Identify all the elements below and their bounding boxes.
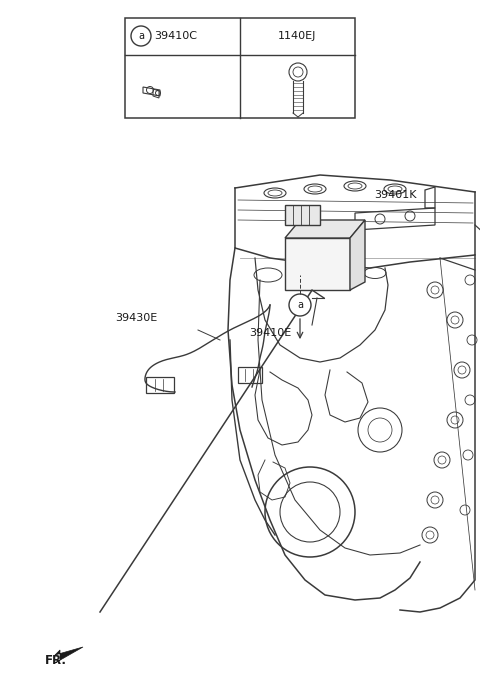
Text: a: a: [138, 31, 144, 41]
Bar: [125, 18, 355, 118]
Text: a: a: [297, 300, 303, 310]
Text: FR.: FR.: [45, 654, 67, 666]
Circle shape: [289, 294, 311, 316]
Polygon shape: [350, 220, 365, 290]
Text: 39401K: 39401K: [374, 190, 416, 200]
Text: 39410C: 39410C: [154, 31, 197, 41]
Text: 1140EJ: 1140EJ: [278, 31, 317, 41]
Text: 39430E: 39430E: [115, 313, 157, 323]
Polygon shape: [285, 205, 320, 225]
Polygon shape: [285, 238, 350, 290]
Polygon shape: [285, 220, 365, 238]
Text: 39410E: 39410E: [249, 328, 291, 338]
Polygon shape: [55, 647, 83, 663]
